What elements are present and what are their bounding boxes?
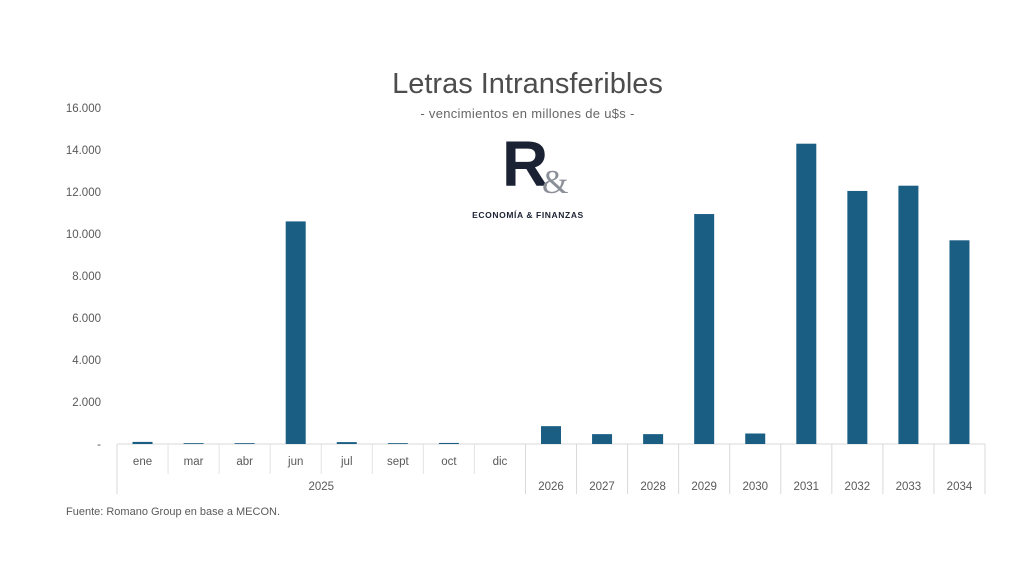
bar-2030 — [745, 433, 766, 444]
x-tick-label: 2034 — [947, 481, 973, 493]
bar-2026 — [541, 426, 561, 444]
y-tick-label: - — [97, 439, 101, 451]
x-tick-label: 2028 — [640, 481, 666, 493]
x-tick-label: 2030 — [742, 481, 768, 493]
bar-sept — [387, 443, 408, 444]
x-tick-label: dic — [493, 456, 508, 468]
bar-jun — [285, 221, 306, 444]
source-note: Fuente: Romano Group en base a MECON. — [66, 506, 280, 518]
y-tick-label: 16.000 — [66, 103, 101, 115]
y-tick-label: 6.000 — [72, 313, 101, 325]
bar-2029 — [694, 214, 715, 444]
bar-abr — [234, 443, 255, 444]
bar-2031 — [796, 143, 817, 444]
x-tick-label: jul — [340, 456, 353, 468]
y-tick-label: 10.000 — [66, 229, 101, 241]
x-tick-label: jun — [287, 456, 303, 468]
x-tick-label: 2032 — [845, 481, 871, 493]
bar-2034 — [949, 240, 970, 444]
logo-text: ECONOMÍA & FINANZAS — [472, 210, 584, 220]
bar-oct — [438, 442, 459, 444]
y-tick-label: 8.000 — [72, 271, 101, 283]
x-tick-label: 2033 — [896, 481, 922, 493]
chart-subtitle: - vencimientos en millones de u$s - — [420, 106, 635, 121]
y-tick-label: 12.000 — [66, 187, 101, 199]
logo-letter: R — [502, 128, 549, 200]
x-tick-label: 2026 — [538, 481, 564, 493]
y-tick-label: 14.000 — [66, 145, 101, 157]
bar-jul — [336, 442, 357, 444]
x-tick-label: 2031 — [793, 481, 819, 493]
y-tick-label: 4.000 — [72, 355, 101, 367]
brand-logo: R & ECONOMÍA & FINANZAS — [468, 132, 588, 226]
x-tick-label: mar — [184, 456, 204, 468]
x-tick-label: ene — [133, 456, 152, 468]
x-group-label: 2025 — [308, 481, 334, 493]
bar-2028 — [643, 434, 664, 444]
y-tick-label: 2.000 — [72, 397, 101, 409]
bar-ene — [132, 441, 153, 444]
x-tick-label: sept — [387, 456, 410, 468]
x-tick-label: 2027 — [589, 481, 615, 493]
chart-title: Letras Intransferibles — [392, 68, 663, 100]
x-tick-label: abr — [236, 456, 253, 468]
x-tick-label: oct — [441, 456, 457, 468]
x-tick-label: 2029 — [691, 481, 717, 493]
logo-ampersand: & — [542, 164, 569, 201]
bar-2032 — [847, 190, 868, 444]
bar-mar — [183, 443, 204, 444]
bar-2033 — [898, 185, 919, 444]
bar-2027 — [592, 434, 613, 444]
